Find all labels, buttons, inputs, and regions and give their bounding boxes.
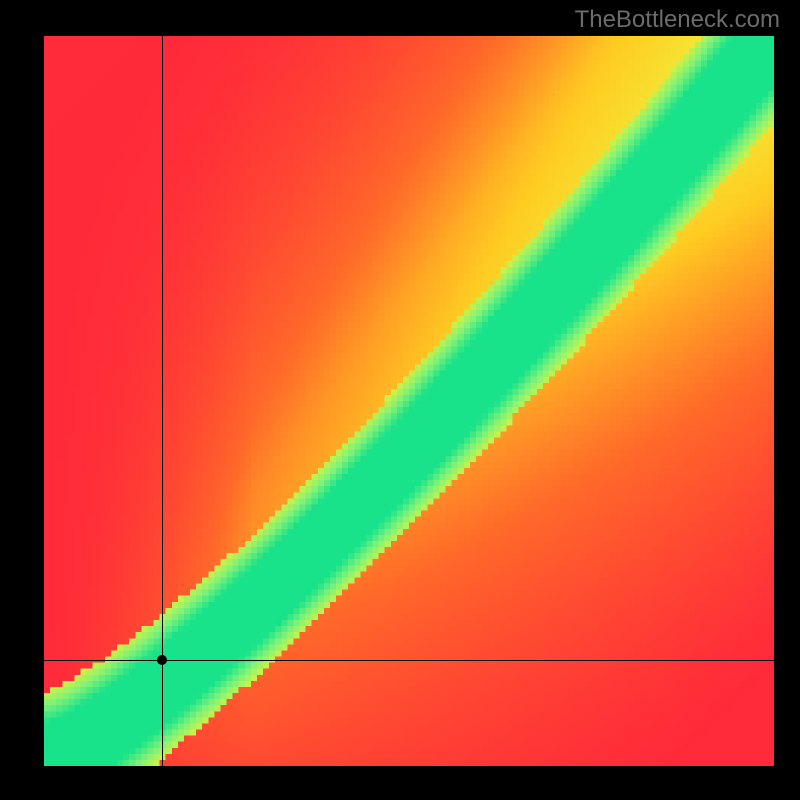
crosshair-horizontal bbox=[44, 660, 774, 661]
chart-container: TheBottleneck.com bbox=[0, 0, 800, 800]
watermark-text: TheBottleneck.com bbox=[575, 6, 780, 34]
crosshair-marker bbox=[156, 654, 168, 666]
heatmap-canvas bbox=[44, 36, 774, 766]
